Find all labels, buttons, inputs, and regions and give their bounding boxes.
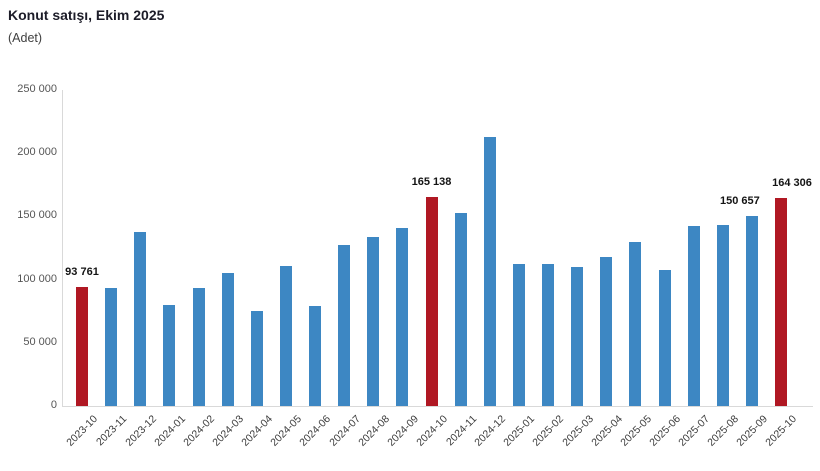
bar-2025-02 bbox=[542, 263, 554, 406]
y-axis-line bbox=[62, 90, 63, 407]
bar-2025-06 bbox=[658, 270, 671, 406]
bar-highlighted-2025-10 bbox=[775, 198, 787, 406]
bar-highlighted-2023-10 bbox=[76, 287, 88, 406]
bar-2024-02 bbox=[192, 287, 205, 406]
bar-2025-04 bbox=[600, 256, 613, 406]
bar-2024-06 bbox=[309, 306, 321, 406]
x-tick-label: 2024-06 bbox=[297, 413, 334, 449]
y-tick-label: 200 000 bbox=[17, 146, 57, 159]
x-tick-label: 2024-05 bbox=[268, 413, 305, 449]
bar-2024-11 bbox=[454, 213, 467, 406]
x-axis-line bbox=[62, 406, 813, 407]
x-tick-label: 2023-12 bbox=[122, 413, 159, 449]
bar-2024-01 bbox=[163, 304, 176, 406]
bar-2025-05 bbox=[629, 242, 642, 406]
x-tick-label: 2025-09 bbox=[734, 413, 771, 449]
data-label-2025-09: 150 657 bbox=[719, 194, 760, 207]
x-tick-label: 2024-04 bbox=[239, 413, 276, 449]
bar-2025-09 bbox=[745, 215, 758, 406]
bar-2024-05 bbox=[279, 266, 292, 406]
data-label-2025-10: 164 306 bbox=[772, 177, 812, 190]
bar-2023-12 bbox=[134, 231, 147, 406]
bar-2024-08 bbox=[367, 236, 380, 406]
bar-2024-04 bbox=[250, 310, 263, 406]
x-tick-label: 2024-12 bbox=[472, 413, 509, 449]
x-tick-label: 2025-02 bbox=[530, 413, 567, 449]
bar-2023-11 bbox=[105, 287, 118, 406]
x-tick-label: 2025-06 bbox=[647, 413, 683, 449]
y-tick-label: 150 000 bbox=[17, 209, 57, 222]
bar-2024-07 bbox=[338, 245, 351, 406]
bar-2025-01 bbox=[512, 264, 525, 406]
x-tick-label: 2024-11 bbox=[443, 413, 480, 449]
x-tick-label: 2025-03 bbox=[559, 413, 596, 449]
x-tick-label: 2024-07 bbox=[326, 413, 363, 449]
chart-unit-label: (Adet) bbox=[8, 31, 43, 45]
x-tick-label: 2024-10 bbox=[414, 413, 450, 449]
y-tick-label: 100 000 bbox=[17, 272, 57, 285]
bar-2025-08 bbox=[716, 225, 729, 406]
chart-title: Konut satışı, Ekim 2025 bbox=[8, 7, 165, 23]
bar-2025-03 bbox=[571, 266, 584, 406]
data-label-2023-10: 93 761 bbox=[65, 266, 99, 279]
x-tick-label: 2024-03 bbox=[210, 413, 247, 449]
bar-2024-09 bbox=[396, 228, 409, 406]
x-tick-label: 2025-01 bbox=[501, 413, 538, 449]
y-tick-label: 50 000 bbox=[23, 335, 57, 348]
x-tick-label: 2023-10 bbox=[64, 413, 101, 449]
bar-2024-12 bbox=[483, 137, 496, 406]
y-tick-label: 250 000 bbox=[17, 83, 57, 95]
bar-2025-07 bbox=[687, 225, 700, 406]
x-tick-label: 2023-11 bbox=[94, 413, 130, 449]
data-label-2024-10: 165 138 bbox=[411, 176, 452, 189]
y-tick-label: 0 bbox=[50, 399, 57, 411]
x-tick-label: 2025-08 bbox=[705, 413, 742, 449]
bar-highlighted-2024-10 bbox=[425, 197, 438, 406]
bar-2024-03 bbox=[221, 273, 234, 406]
x-tick-label: 2024-02 bbox=[181, 413, 217, 449]
x-tick-label: 2025-07 bbox=[676, 413, 713, 449]
x-tick-label: 2025-10 bbox=[763, 413, 800, 449]
